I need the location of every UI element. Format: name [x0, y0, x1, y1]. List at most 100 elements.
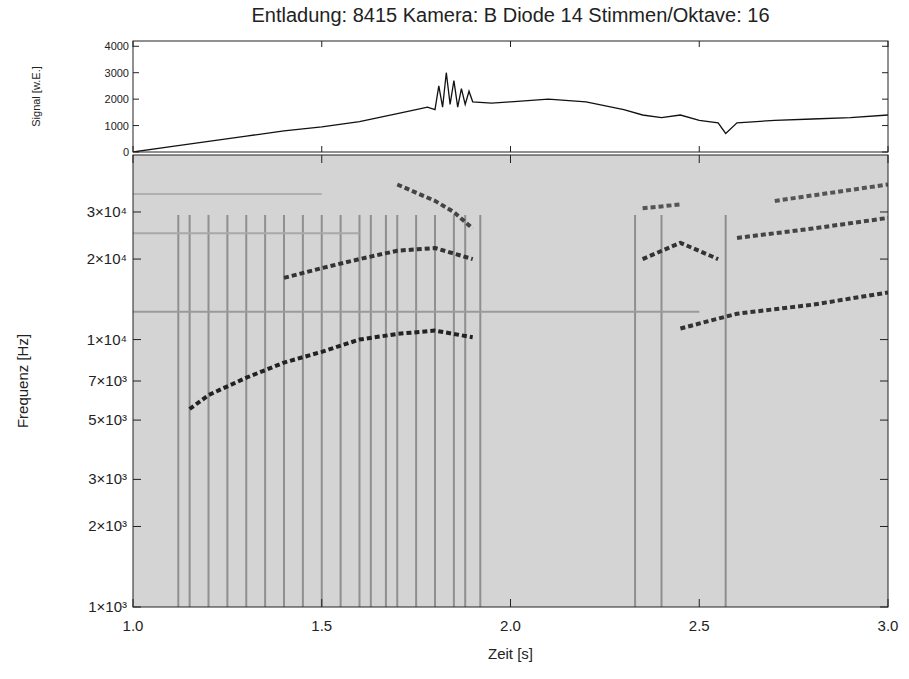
tick: [888, 41, 889, 47]
tick: [888, 146, 889, 152]
tick: [880, 211, 888, 212]
mode-line: [643, 205, 681, 209]
chart: Entladung: 8415 Kamera: B Diode 14 Stimm…: [0, 0, 909, 679]
tick-label: 2×10⁴: [87, 250, 127, 267]
mode-line: [680, 293, 888, 329]
tick-label: 1×10⁴: [87, 331, 127, 348]
tick: [133, 72, 139, 73]
burst: [370, 215, 372, 607]
burst: [464, 215, 466, 607]
mode-line: [133, 193, 322, 195]
signal-line: [133, 73, 888, 152]
tick-label: 4000: [105, 40, 129, 52]
tick: [321, 155, 322, 163]
tick: [510, 155, 511, 163]
burst: [396, 215, 398, 607]
tick-label: 1×10³: [88, 598, 127, 615]
burst: [264, 215, 266, 607]
burst: [634, 215, 636, 607]
tick-label: 7×10³: [88, 372, 127, 389]
mode-line: [284, 248, 473, 278]
frame: [133, 155, 888, 607]
burst: [340, 215, 342, 607]
burst: [453, 215, 455, 607]
mode-line: [775, 185, 888, 201]
tick-label: 2000: [105, 93, 129, 105]
tick: [321, 41, 322, 47]
mode-line: [133, 232, 360, 234]
tick: [133, 381, 141, 382]
burst: [283, 215, 285, 607]
tick-label: 3000: [105, 67, 129, 79]
tick: [882, 99, 888, 100]
spectrogram-background: [133, 155, 888, 607]
tick: [880, 259, 888, 260]
tick: [510, 146, 511, 152]
tick-label: 3.0: [878, 617, 899, 634]
tick-label: 3×10³: [88, 470, 127, 487]
tick-label: 5×10³: [88, 411, 127, 428]
tick: [133, 526, 141, 527]
tick: [133, 125, 139, 126]
tick: [699, 41, 700, 47]
tick: [882, 46, 888, 47]
axis-title: Frequenz [Hz]: [14, 334, 31, 428]
burst: [415, 215, 417, 607]
tick: [133, 607, 141, 608]
tick: [133, 420, 141, 421]
title: Entladung: 8415 Kamera: B Diode 14 Stimm…: [251, 4, 769, 26]
mode-line: [190, 331, 473, 409]
burst: [359, 215, 361, 607]
mode-line: [737, 218, 888, 238]
mode-line: [133, 311, 699, 313]
tick-label: 2.0: [500, 617, 521, 634]
tick-label: 1.5: [311, 617, 332, 634]
burst: [321, 215, 323, 607]
burst: [208, 215, 210, 607]
tick: [133, 599, 134, 607]
mode-line: [397, 185, 472, 229]
tick: [133, 479, 141, 480]
axis-title: Signal [w.E.]: [30, 66, 42, 127]
tick: [699, 146, 700, 152]
tick: [888, 599, 889, 607]
tick: [510, 599, 511, 607]
tick: [882, 152, 888, 153]
tick: [321, 146, 322, 152]
tick: [133, 339, 141, 340]
tick: [133, 46, 139, 47]
burst: [479, 215, 481, 607]
frame: [133, 41, 888, 152]
tick: [699, 599, 700, 607]
burst: [725, 215, 727, 607]
tick: [133, 41, 134, 47]
tick: [882, 125, 888, 126]
tick: [133, 99, 139, 100]
burst: [661, 215, 663, 607]
burst: [177, 215, 179, 607]
tick-label: 1000: [105, 120, 129, 132]
axis-title: Zeit [s]: [488, 645, 533, 662]
tick: [880, 607, 888, 608]
tick: [321, 599, 322, 607]
tick-label: 2.5: [689, 617, 710, 634]
tick: [880, 420, 888, 421]
burst: [245, 215, 247, 607]
tick: [133, 259, 141, 260]
tick: [888, 155, 889, 163]
tick: [133, 155, 134, 163]
burst: [226, 215, 228, 607]
tick: [133, 211, 141, 212]
tick: [699, 155, 700, 163]
burst: [189, 215, 191, 607]
tick: [510, 41, 511, 47]
tick: [882, 72, 888, 73]
tick-label: 3×10⁴: [87, 203, 127, 220]
mode-line: [643, 243, 719, 259]
tick: [133, 146, 134, 152]
burst: [434, 215, 436, 607]
tick-label: 1.0: [123, 617, 144, 634]
burst: [385, 215, 387, 607]
tick: [880, 526, 888, 527]
tick-label: 2×10³: [88, 517, 127, 534]
